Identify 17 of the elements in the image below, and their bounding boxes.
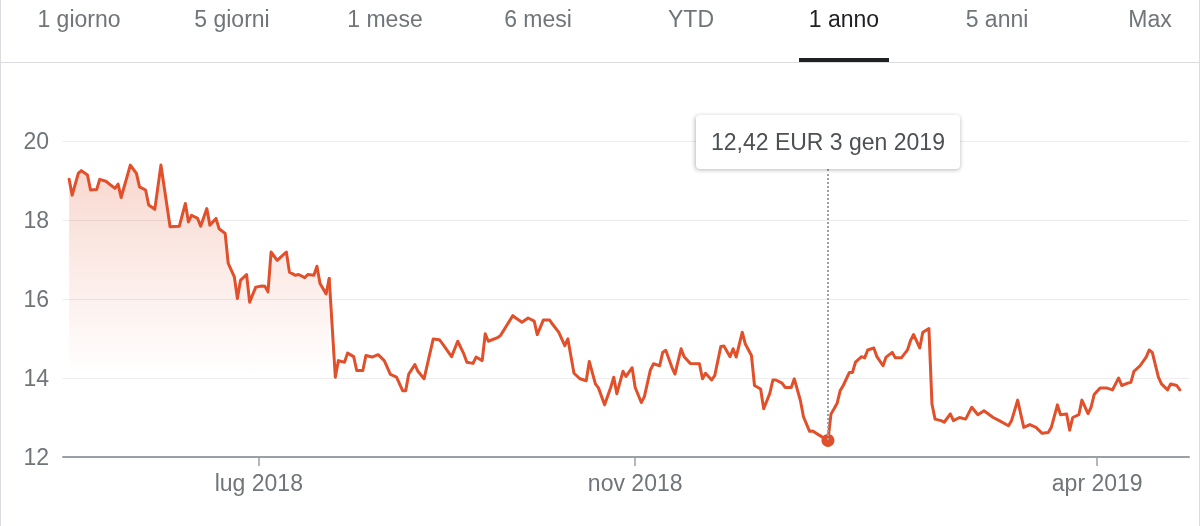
- text: 1 giorno: [36, 5, 122, 34]
- text: 5 anni: [964, 5, 1030, 34]
- x-tick-label: nov 2018: [587, 469, 683, 496]
- y-tick-label: 14: [23, 365, 50, 391]
- text: 6 mesi: [503, 5, 573, 34]
- tooltip: 12,42 EUR 3 gen 2019: [695, 115, 960, 169]
- text: 1 mese: [346, 5, 424, 34]
- text: YTD: [667, 5, 715, 34]
- y-tick-label: 18: [23, 207, 49, 233]
- y-tick-label: 12: [23, 444, 49, 470]
- text: Max: [1127, 5, 1173, 34]
- x-tick-label: lug 2018: [214, 469, 303, 496]
- y-tick-label: 20: [23, 128, 49, 154]
- text: 1 anno: [807, 5, 881, 34]
- x-tick-label: apr 2019: [1051, 469, 1143, 496]
- y-tick-label: 16: [23, 286, 49, 312]
- text: 5 giorni: [193, 5, 271, 34]
